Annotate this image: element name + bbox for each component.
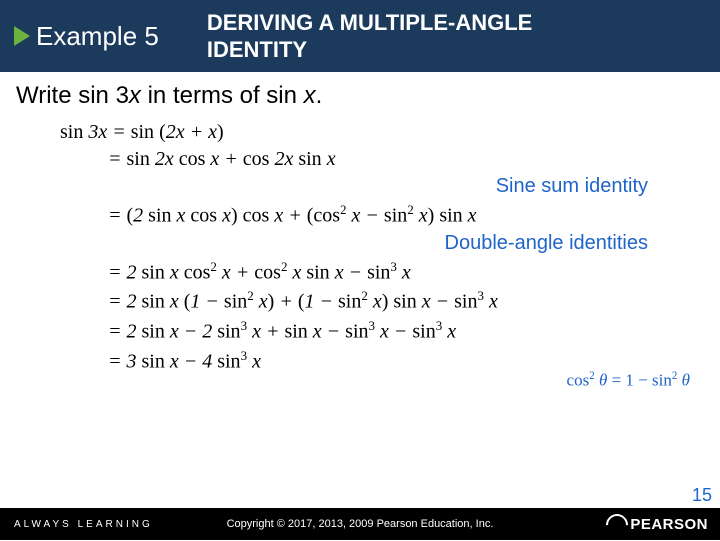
prompt-var: x [304, 82, 316, 109]
pythagorean-identity-note: cos2 θ = 1 − sin2 θ [567, 370, 690, 391]
copyright-text: Copyright © 2017, 2013, 2009 Pearson Edu… [160, 518, 560, 530]
title-line-2: IDENTITY [207, 37, 307, 62]
prompt-part: in terms of sin [141, 82, 304, 109]
annotation-sine-sum: Sine sum identity [60, 176, 660, 197]
pearson-swoosh-icon [606, 514, 626, 534]
slide-title: DERIVING A MULTIPLE-ANGLE IDENTITY [207, 9, 533, 64]
prompt-part: Write sin 3 [16, 82, 129, 109]
math-line-5: = 2 sin x (1 − sin2 x) + (1 − sin2 x) si… [60, 289, 660, 313]
math-line-6: = 2 sin x − 2 sin3 x + sin x − sin3 x − … [60, 319, 660, 343]
example-label: Example 5 [36, 21, 159, 52]
slide-footer: ALWAYS LEARNING Copyright © 2017, 2013, … [0, 508, 720, 540]
page-number: 15 [692, 485, 712, 506]
math-line-4: = 2 sin x cos2 x + cos2 x sin x − sin3 x [60, 260, 660, 284]
prompt-part: . [316, 82, 323, 109]
slide-header: Example 5 DERIVING A MULTIPLE-ANGLE IDEN… [0, 0, 720, 72]
title-line-1: DERIVING A MULTIPLE-ANGLE [207, 10, 533, 35]
problem-prompt: Write sin 3x in terms of sin x. [0, 72, 720, 116]
pearson-logo: PEARSON [630, 516, 708, 533]
math-line-2: = sin 2x cos x + cos 2x sin x [60, 149, 660, 170]
derivation-area: sin 3x = sin (2x + x) = sin 2x cos x + c… [0, 122, 720, 372]
math-line-1: sin 3x = sin (2x + x) [60, 122, 660, 143]
math-line-3: = (2 sin x cos x) cos x + (cos2 x − sin2… [60, 203, 660, 227]
footer-brand: PEARSON [560, 514, 720, 534]
footer-tagline: ALWAYS LEARNING [0, 519, 160, 530]
math-line-7: = 3 sin x − 4 sin3 x [60, 349, 660, 373]
play-icon [14, 26, 30, 46]
annotation-double-angle: Double-angle identities [60, 233, 660, 254]
prompt-var: x [129, 82, 141, 109]
